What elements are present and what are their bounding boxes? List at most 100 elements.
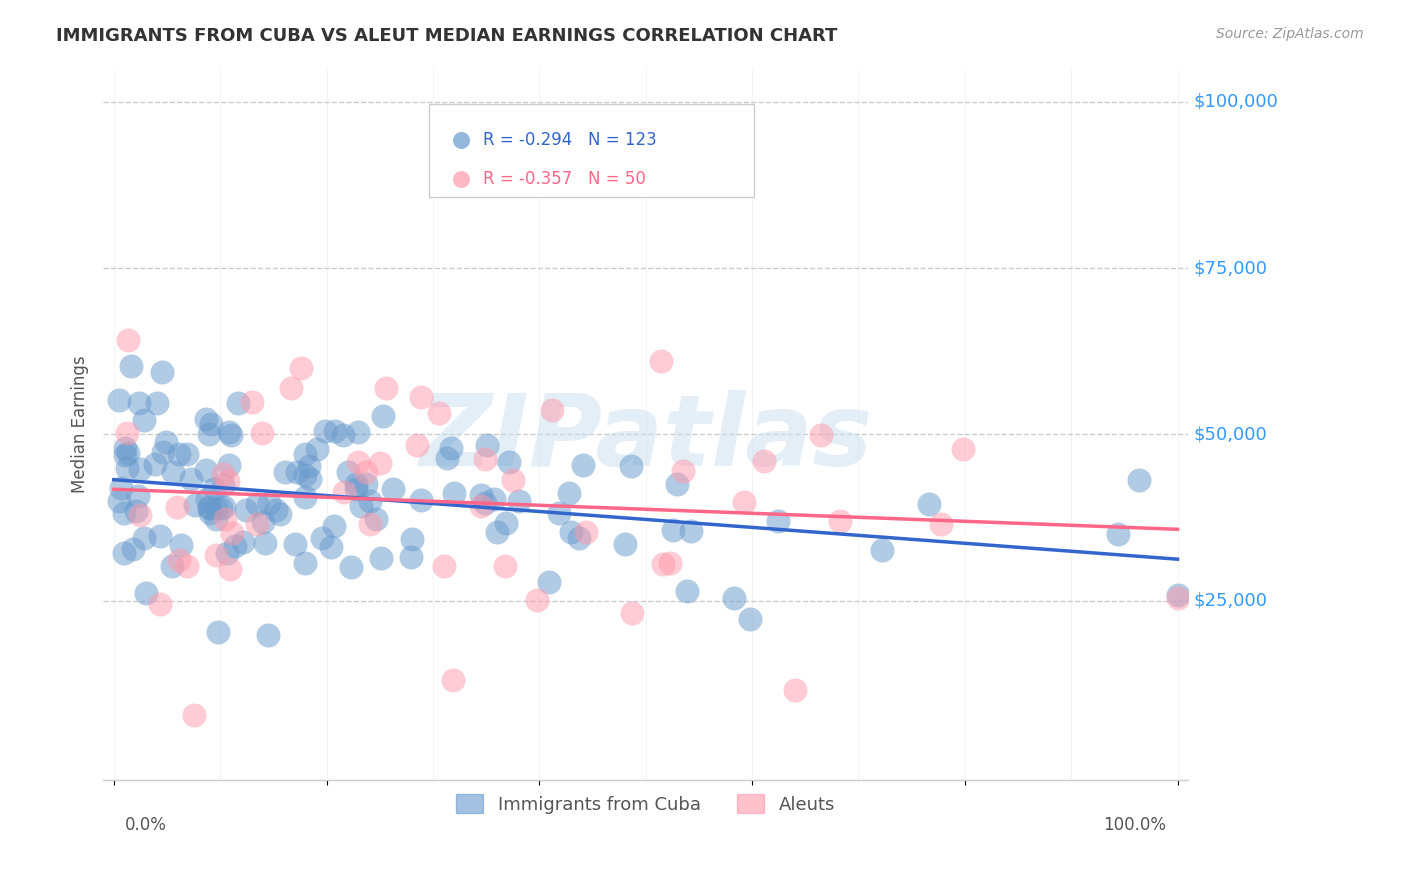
Point [204, 548, 226, 562]
Point [274, 465, 297, 479]
Point [108, 392, 131, 407]
Text: R = -0.357   N = 50: R = -0.357 N = 50 [482, 169, 645, 188]
Point [572, 458, 595, 472]
Point [662, 523, 685, 537]
Point [120, 359, 142, 373]
Point [169, 447, 191, 461]
Point [350, 500, 373, 514]
FancyBboxPatch shape [429, 104, 754, 196]
Text: R = -0.294   N = 123: R = -0.294 N = 123 [482, 130, 657, 149]
Point [828, 514, 851, 528]
Point [319, 540, 342, 554]
Point [354, 465, 377, 479]
Point [221, 526, 243, 541]
Point [443, 486, 465, 500]
Point [470, 499, 492, 513]
Point [200, 417, 222, 431]
Point [252, 425, 274, 440]
Point [560, 524, 582, 539]
Point [294, 490, 316, 504]
Text: 0.0%: 0.0% [125, 815, 167, 834]
Point [454, 760, 477, 774]
Point [918, 497, 941, 511]
Point [332, 427, 354, 442]
Point [675, 584, 697, 599]
Point [368, 456, 391, 470]
Point [433, 558, 456, 573]
Point [114, 448, 136, 462]
Point [344, 477, 367, 491]
Point [1128, 474, 1150, 488]
Point [245, 516, 267, 531]
Point [810, 428, 832, 442]
Point [246, 497, 269, 511]
Point [477, 437, 499, 451]
Point [1167, 588, 1189, 602]
Point [952, 442, 974, 456]
Text: ZIPatlas: ZIPatlas [419, 390, 872, 487]
Point [298, 472, 321, 486]
Point [152, 445, 174, 459]
Point [134, 532, 156, 546]
Point [454, 760, 477, 774]
Point [215, 546, 238, 560]
Point [217, 474, 239, 488]
Point [666, 476, 689, 491]
Point [240, 394, 263, 409]
Point [294, 468, 316, 483]
Point [541, 403, 564, 417]
Point [194, 412, 217, 426]
Point [194, 463, 217, 477]
Point [401, 532, 423, 546]
Point [110, 481, 132, 495]
Point [359, 516, 381, 531]
Point [224, 539, 246, 553]
Point [723, 591, 745, 606]
Point [176, 447, 198, 461]
Point [117, 334, 139, 348]
Text: 100.0%: 100.0% [1104, 815, 1167, 834]
Point [485, 525, 508, 540]
Point [733, 495, 755, 509]
Point [766, 514, 789, 528]
Text: $25,000: $25,000 [1194, 591, 1268, 609]
Text: $100,000: $100,000 [1194, 93, 1278, 111]
Point [155, 435, 177, 450]
Point [180, 472, 202, 486]
Point [235, 503, 257, 517]
Point [170, 538, 193, 552]
Point [108, 494, 131, 508]
Point [128, 395, 150, 409]
Point [783, 682, 806, 697]
Point [127, 489, 149, 503]
Point [284, 537, 307, 551]
Point [1167, 591, 1189, 606]
Point [128, 462, 150, 476]
Point [132, 413, 155, 427]
Point [307, 442, 329, 456]
Point [298, 458, 321, 473]
Point [325, 424, 347, 438]
Text: $50,000: $50,000 [1194, 425, 1267, 443]
Point [226, 396, 249, 410]
Point [218, 458, 240, 472]
Point [548, 506, 571, 520]
Point [470, 488, 492, 502]
Point [195, 492, 218, 507]
Point [146, 396, 169, 410]
Point [495, 559, 517, 574]
Point [218, 425, 240, 440]
Point [440, 441, 463, 455]
Point [359, 494, 381, 508]
Point [411, 493, 433, 508]
Point [112, 506, 135, 520]
Point [340, 560, 363, 574]
Point [149, 598, 172, 612]
Point [254, 535, 277, 549]
Point [205, 512, 228, 526]
Point [290, 361, 312, 376]
Point [143, 457, 166, 471]
Point [371, 409, 394, 423]
Point [406, 438, 429, 452]
Point [526, 593, 548, 607]
